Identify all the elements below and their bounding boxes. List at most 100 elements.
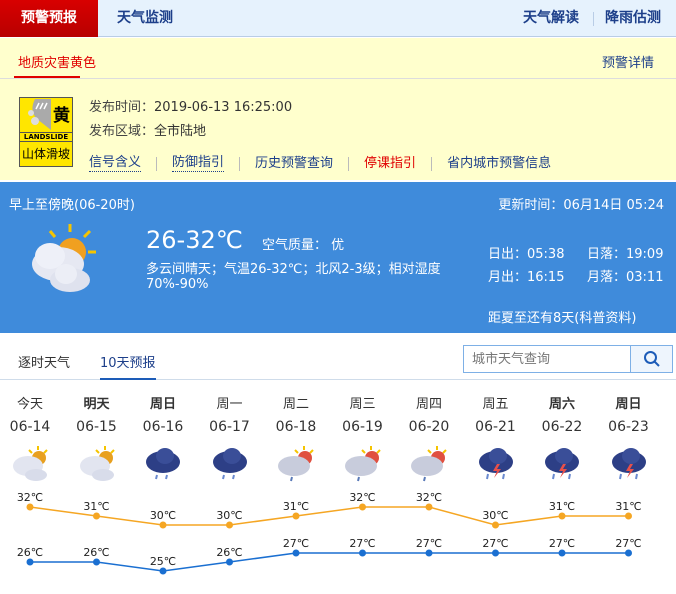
badge-level: 黄 [53, 106, 70, 126]
low-temp-label: 26℃ [216, 546, 242, 559]
low-temp-point [625, 549, 632, 557]
tab-hourly[interactable]: 逐时天气 [18, 356, 71, 371]
high-temp-point [359, 503, 366, 511]
high-temp-label: 31℃ [615, 500, 641, 513]
day-date: 06-20 [408, 419, 450, 435]
day-weekday: 周六 [548, 397, 575, 412]
low-temp-label: 27℃ [549, 537, 575, 550]
high-temp-label: 31℃ [549, 500, 575, 513]
low-temp-point [26, 558, 34, 566]
tab-warning-forecast[interactable]: 预警预报 [0, 0, 98, 37]
low-temp-label: 27℃ [349, 537, 375, 550]
day-date: 06-23 [608, 419, 649, 435]
defense-guide-link[interactable]: 防御指引 [172, 155, 225, 172]
high-temp-line [29, 506, 629, 526]
high-temp-point [558, 512, 566, 520]
day-date: 06-18 [275, 419, 317, 435]
city-search-input[interactable] [464, 346, 630, 372]
low-temp-label: 27℃ [416, 537, 442, 550]
high-temp-point [93, 512, 100, 520]
high-temp-point [492, 521, 499, 529]
divider [593, 12, 594, 26]
high-temp-label: 30℃ [482, 509, 508, 522]
divider [0, 78, 676, 79]
day-date: 06-21 [475, 419, 516, 435]
day-date: 06-22 [541, 419, 583, 435]
moonset: 月落：03:11 [587, 270, 664, 285]
sun-cloud-icon [0, 444, 63, 482]
day-weekday: 周二 [282, 397, 309, 412]
badge-cn: 山体滑坡 [21, 147, 70, 161]
divider [348, 156, 350, 171]
rain-icon [130, 444, 196, 482]
warning-panel: 地质灾害黄色 预警详情 [0, 38, 676, 180]
publish-area-label: 发布区域： [89, 124, 155, 139]
high-temp-point [159, 521, 167, 529]
publish-area-value: 全市陆地 [154, 124, 207, 139]
high-temp-point [226, 521, 233, 529]
warning-links: 信号含义 防御指引 历史预警查询 停课指引 省内城市预警信息 [89, 155, 551, 172]
province-warning-link[interactable]: 省内城市预警信息 [447, 155, 552, 171]
day-weekday: 周一 [216, 397, 243, 412]
publish-time: 发布时间：2019-06-13 16:25:00 [89, 100, 292, 116]
badge-en: LANDSLIDE [20, 132, 72, 142]
sunrise: 日出：05:38 [488, 247, 565, 262]
forecast-tabs: 逐时天气 10天预报 [0, 333, 676, 380]
tab-10-day[interactable]: 10天预报 [100, 352, 156, 380]
day-weekday: 周日 [149, 397, 176, 412]
high-temp-point [625, 512, 632, 520]
high-temp-point [292, 512, 300, 520]
low-temp-point [292, 549, 300, 557]
warning-detail-link[interactable]: 预警详情 [601, 56, 654, 71]
tab-rain-estimate[interactable]: 降雨估测 [605, 10, 661, 26]
city-search [463, 345, 673, 373]
period: 早上至傍晚(06-20时) [9, 198, 135, 213]
high-temp-label: 32℃ [416, 491, 442, 504]
tab-geo-hazard-yellow[interactable]: 地质灾害黄色 [18, 56, 97, 71]
weather-description: 多云间晴天；气温26-32℃；北风2-3级；相对湿度 [146, 262, 441, 277]
search-button[interactable] [630, 346, 672, 372]
publish-time-label: 发布时间： [89, 100, 155, 115]
low-temp-label: 27℃ [283, 537, 309, 550]
low-temp-point [159, 567, 167, 575]
divider [431, 156, 433, 171]
high-temp-label: 31℃ [283, 500, 309, 513]
publish-time-value: 2019-06-13 16:25:00 [154, 100, 293, 115]
low-temp-line [30, 552, 629, 572]
sun-cloud-icon [64, 444, 130, 482]
low-temp-point [425, 549, 433, 557]
high-temp-label: 32℃ [349, 491, 375, 504]
day-weekday: 明天 [83, 397, 110, 412]
low-temp-label: 27℃ [482, 537, 508, 550]
signal-meaning-link[interactable]: 信号含义 [89, 155, 142, 172]
low-temp-point [226, 558, 233, 566]
air-quality: 空气质量： 优 [262, 238, 345, 253]
day-date: 06-15 [76, 419, 117, 435]
day-date: 06-16 [142, 419, 184, 435]
thunderstorm-icon [463, 444, 529, 482]
day-date: 06-14 [9, 419, 51, 435]
high-temp-label: 30℃ [150, 509, 176, 522]
rain-icon [197, 444, 263, 482]
low-temp-point [359, 549, 366, 557]
tab-weather-monitor[interactable]: 天气监测 [117, 10, 173, 26]
day-date: 06-19 [342, 419, 383, 435]
divider [156, 156, 158, 171]
class-suspension-link[interactable]: 停课指引 [364, 155, 417, 171]
solstice-countdown-link[interactable]: 距夏至还有8天(科普资料) [488, 311, 637, 326]
sunset: 日落：19:09 [587, 247, 664, 262]
low-temp-point [93, 558, 100, 566]
low-temp-point [558, 549, 566, 557]
temperature-chart: 32℃ 31℃ 30℃ 30℃ 31℃ 32℃ 32℃ 30℃ 31℃ 31℃ 26℃ 26℃ 25℃ 2… [17, 491, 642, 575]
low-temp-point [492, 549, 499, 557]
sun-cloud-rain-icon [330, 444, 396, 482]
top-nav: 预警预报 天气监测 天气解读 降雨估测 [0, 0, 676, 37]
low-temp-label: 25℃ [150, 555, 176, 568]
day-weekday: 周四 [415, 397, 442, 412]
sun-cloud-rain-icon [396, 444, 462, 482]
sun-cloud-rain-icon [263, 444, 329, 482]
publish-area: 发布区域：全市陆地 [89, 124, 206, 140]
tab-weather-interpretation[interactable]: 天气解读 [523, 10, 579, 26]
history-warning-link[interactable]: 历史预警查询 [255, 155, 334, 171]
thunderstorm-icon [529, 444, 595, 482]
